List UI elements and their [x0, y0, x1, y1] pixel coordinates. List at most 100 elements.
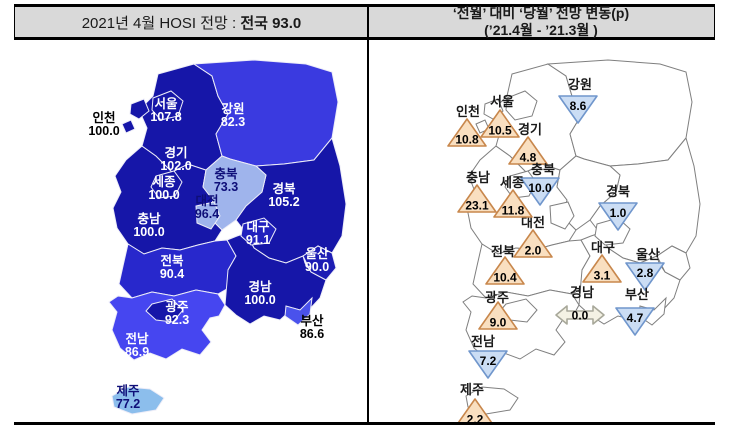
region-name-jeonbuk: 전북 [160, 253, 184, 268]
region-name-jeju: 제주 [116, 384, 140, 398]
left-title-national-value: 전국 93.0 [240, 14, 302, 32]
region-name-chungnam: 충남 [137, 211, 161, 226]
forecast-change-map: 충남 23.1 경기 4.8 강원 8.6 경북 1.0 전북 10.4 경남 0.0 전남 7.2 충북 1… [447, 59, 701, 423]
change-region-name-seoul: 서울 [490, 94, 514, 109]
change-region-name-gangwon: 강원 [568, 77, 592, 92]
change-value-gwangju: 9.0 [490, 316, 507, 330]
marker-up-icon [457, 184, 497, 213]
change-region-name-gwangju: 광주 [485, 290, 509, 305]
panel-divider [367, 4, 369, 425]
change-region-name-sejong: 세종 [500, 175, 524, 190]
change-value-gyeongbuk: 1.0 [610, 206, 627, 220]
change-region-name-gyeongnam: 경남 [570, 285, 594, 300]
marker-up-icon [485, 256, 525, 285]
region-value-chungbuk: 73.3 [214, 180, 238, 194]
region-sejong [150, 170, 183, 199]
marker-up-icon [493, 189, 533, 218]
region-name-sejong: 세종 [152, 174, 176, 189]
region-name-gangwon: 강원 [221, 101, 244, 116]
region-outline-daejeon [549, 201, 575, 230]
region-jeonnam [108, 289, 226, 361]
region-value-jeonbuk: 90.4 [160, 267, 184, 281]
right-title-line2: (’21.4월 - ’21.3월 ) [484, 22, 598, 38]
left-panel-title: 2021년 4월 HOSI 전망 : 전국 93.0 [14, 4, 368, 40]
marker-down-icon [598, 202, 638, 231]
marker-up-icon [480, 109, 520, 138]
change-region-name-gyeongbuk: 경북 [606, 184, 630, 199]
region-value-chungnam: 100.0 [133, 225, 164, 239]
change-value-gangwon: 8.6 [570, 99, 587, 113]
change-value-jeonnam: 7.2 [480, 354, 497, 368]
change-region-name-jeju: 제주 [460, 382, 484, 397]
region-value-gyeongbuk: 105.2 [268, 195, 299, 209]
marker-up-icon [447, 118, 487, 147]
region-name-gyeongnam: 경남 [248, 279, 272, 294]
marker-down-icon [625, 262, 665, 291]
region-name-busan: 부산 [300, 313, 324, 328]
region-incheon [129, 98, 150, 120]
marker-down-icon [520, 177, 560, 206]
region-name-daegu: 대구 [246, 220, 270, 234]
region-value-sejong: 100.0 [148, 188, 179, 202]
hosi-forecast-map: 충남100.0경기102.0강원82.3경북105.2전북90.4경남100.0… [88, 59, 347, 415]
region-value-jeonnam: 86.9 [125, 345, 149, 359]
change-region-name-daejeon: 대전 [521, 215, 545, 230]
change-value-ulsan: 2.8 [637, 266, 654, 280]
right-title-line1: ‘전월’ 대비 ‘당월’ 전망 변동(p) [452, 5, 630, 22]
marker-up-icon [582, 254, 622, 283]
region-value-gyeonggi: 102.0 [160, 159, 191, 173]
change-value-gyeongnam: 0.0 [572, 309, 589, 323]
right-panel-title: ‘전월’ 대비 ‘당월’ 전망 변동(p) (’21.4월 - ’21.3월 ) [368, 4, 715, 40]
change-value-seoul: 10.5 [488, 124, 512, 138]
marker-up-icon [508, 136, 548, 165]
region-outline-gyeongnam [578, 232, 681, 325]
region-gwangju [145, 298, 184, 323]
change-value-chungbuk: 10.0 [528, 181, 552, 195]
region-name-chungbuk: 충북 [214, 166, 238, 181]
region-name-jeonnam: 전남 [125, 331, 149, 346]
change-region-name-jeonbuk: 전북 [491, 244, 515, 259]
region-value-ulsan: 90.0 [305, 260, 329, 274]
region-jeju [111, 386, 165, 415]
change-value-incheon: 10.8 [455, 133, 479, 147]
region-outline-chungbuk [556, 155, 621, 231]
change-region-name-gyeonggi: 경기 [518, 122, 542, 137]
marker-up-icon [513, 229, 553, 258]
marker-down-icon [615, 307, 655, 336]
region-name-ulsan: 울산 [305, 246, 329, 261]
region-outline-ulsan [656, 245, 691, 281]
change-value-sejong: 11.8 [502, 204, 525, 218]
region-daejeon [195, 201, 221, 230]
region-name-incheon: 인천 [92, 110, 115, 125]
change-region-name-jeonnam: 전남 [471, 334, 495, 349]
region-seoul [151, 90, 184, 121]
region-name-gwangju: 광주 [165, 299, 189, 314]
region-name-daejeon: 대전 [195, 193, 218, 208]
change-region-name-busan: 부산 [625, 287, 649, 302]
region-name-seoul: 서울 [154, 96, 178, 111]
region-ulsan [302, 245, 337, 281]
change-value-gyeonggi: 4.8 [520, 151, 537, 165]
region-value-jeju: 77.2 [116, 397, 140, 411]
region-value-incheon: 100.0 [88, 124, 119, 138]
change-value-daegu: 3.1 [594, 269, 611, 283]
region-value-gangwon: 82.3 [221, 115, 245, 129]
marker-up-icon [478, 301, 518, 330]
region-chungbuk [202, 155, 267, 231]
bottom-border [14, 422, 715, 425]
left-panel-title-text: 2021년 4월 HOSI 전망 : 전국 93.0 [82, 12, 302, 33]
region-value-busan: 86.6 [300, 327, 324, 341]
change-value-chungnam: 23.1 [465, 199, 489, 213]
region-value-daejeon: 96.4 [195, 207, 219, 221]
change-value-busan: 4.7 [627, 311, 644, 325]
change-region-name-chungnam: 충남 [466, 170, 490, 185]
change-value-jeonbuk: 10.4 [493, 271, 517, 285]
region-daegu [240, 217, 277, 246]
marker-up-icon [457, 398, 493, 423]
region-value-gyeongnam: 100.0 [244, 293, 275, 307]
change-region-name-daegu: 대구 [591, 240, 615, 255]
region-incheon [121, 119, 136, 134]
change-region-name-ulsan: 울산 [636, 247, 660, 262]
region-value-seoul: 107.8 [150, 110, 181, 124]
